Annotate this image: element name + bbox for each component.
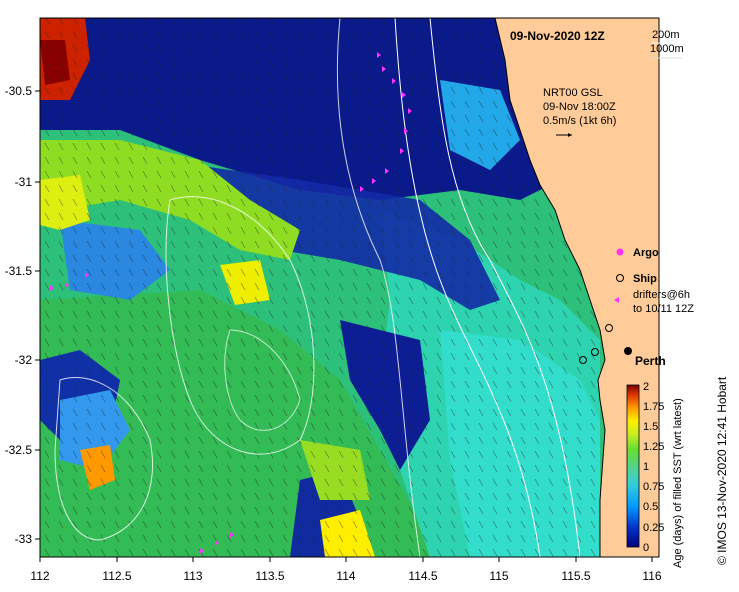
x-axis-labels: 112 112.5 113 113.5 114 114.5 115 115.5 … <box>30 569 661 583</box>
y-axis-labels: -30.5 -31 -31.5 -32 -32.5 -33 <box>5 84 33 546</box>
x-tick-label: 115.5 <box>561 569 590 583</box>
x-tick-label: 114 <box>336 569 355 583</box>
x-tick-label: 114.5 <box>408 569 437 583</box>
land-western-australia <box>495 18 659 557</box>
colorbar-tick: 0.25 <box>643 522 664 534</box>
colorbar-tick: 1 <box>643 461 649 473</box>
ship-markers <box>579 324 613 364</box>
x-tick-label: 113.5 <box>255 569 284 583</box>
colorbar-tick: 1.75 <box>643 401 664 413</box>
contour-depth-1000: 1000m <box>650 43 684 55</box>
contour-depth-200: 200m <box>652 29 680 41</box>
colorbar-tick: 1.25 <box>643 441 664 453</box>
current-model-label: NRT00 GSL <box>543 87 603 99</box>
x-tick-label: 112 <box>30 569 49 583</box>
ship-legend-label: Ship <box>633 273 657 285</box>
ship-legend-icon <box>616 274 624 282</box>
colorbar-ticks: 0 0.25 0.5 0.75 1 1.25 1.5 1.75 2 <box>643 381 664 554</box>
plot-frame <box>39 17 660 558</box>
current-vectors <box>40 18 600 557</box>
drifter-legend-label-1: drifters@6h <box>633 289 690 301</box>
x-tick-label: 113 <box>183 569 202 583</box>
colorbar-tick: 0 <box>643 542 649 554</box>
argo-legend-icon <box>616 248 624 256</box>
colorbar <box>626 384 640 548</box>
colorbar-tick: 0.75 <box>643 481 664 493</box>
colorbar-tick: 2 <box>643 381 649 393</box>
perth-marker <box>624 347 632 355</box>
date-title: 09-Nov-2020 12Z <box>510 29 605 43</box>
drifter-legend-icon <box>614 297 619 303</box>
current-scale-label: 0.5m/s (1kt 6h) <box>543 115 616 127</box>
x-tick-label: 116 <box>642 569 661 583</box>
plot-area <box>40 18 659 557</box>
colorbar-tick: 0.5 <box>643 501 658 513</box>
bathymetry-contours <box>54 18 581 557</box>
perth-label: Perth <box>635 354 666 368</box>
drifter-legend-label-2: to 10/11 12Z <box>633 303 694 315</box>
argo-legend-label: Argo <box>633 247 659 259</box>
x-axis <box>39 557 653 562</box>
ship-marker <box>591 348 599 356</box>
coastline <box>494 18 606 557</box>
y-tick-label: -31 <box>15 175 33 189</box>
y-tick-label: -32 <box>15 353 33 367</box>
ship-marker <box>605 324 613 332</box>
ship-marker <box>579 356 587 364</box>
colorbar-tick: 1.5 <box>643 421 658 433</box>
y-tick-label: -33 <box>15 532 33 546</box>
y-tick-label: -32.5 <box>5 443 33 457</box>
x-tick-label: 112.5 <box>102 569 131 583</box>
y-tick-label: -30.5 <box>5 84 33 98</box>
x-tick-label: 115 <box>489 569 508 583</box>
colorbar-label: Age (days) of filled SST (wrt latest) <box>672 398 684 568</box>
y-tick-label: -31.5 <box>5 264 33 278</box>
drifter-tracks <box>50 52 412 554</box>
y-axis <box>35 90 40 540</box>
current-time-label: 09-Nov 18:00Z <box>543 101 616 113</box>
credit-text: © IMOS 13-Nov-2020 12:41 Hobart <box>715 376 729 565</box>
current-scale-arrowhead <box>568 133 572 137</box>
